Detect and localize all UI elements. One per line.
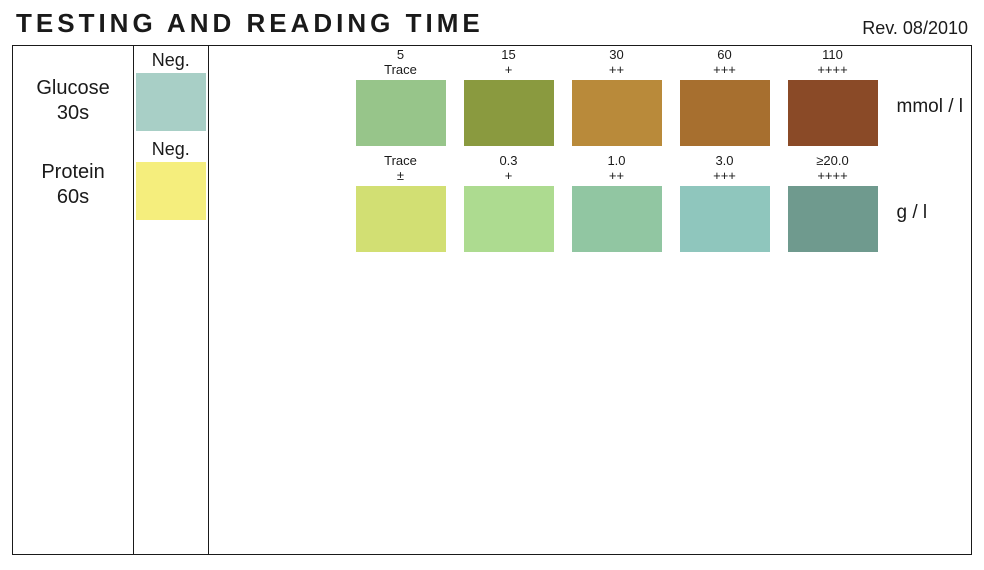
revision-text: Rev. 08/2010: [862, 18, 968, 39]
level-cell: 30++: [563, 50, 671, 146]
level-symbol: Trace: [347, 63, 455, 78]
level-labels: 30++: [563, 50, 671, 80]
level-cell: 15+: [455, 50, 563, 146]
analyte-time: 30s: [57, 102, 89, 124]
level-cell: 110++++: [779, 50, 887, 146]
scale-row-glucose: 5Trace15+30++60+++110++++ mmol / l: [217, 50, 964, 146]
level-symbol: ++: [563, 169, 671, 184]
level-labels: ≥20.0++++: [779, 156, 887, 186]
level-value: ≥20.0: [779, 154, 887, 169]
level-labels: 15+: [455, 50, 563, 80]
scale-column: 5Trace15+30++60+++110++++ mmol / l Trace…: [209, 46, 972, 554]
level-cell: 5Trace: [347, 50, 455, 146]
level-swatch: [572, 186, 662, 252]
level-symbol: +: [455, 169, 563, 184]
negative-block-protein: Neg.: [136, 139, 206, 220]
negative-swatch-glucose: [136, 73, 206, 131]
level-value: 3.0: [671, 154, 779, 169]
level-swatch: [464, 80, 554, 146]
level-cell: ≥20.0++++: [779, 156, 887, 252]
unit-glucose: mmol / l: [897, 78, 964, 118]
level-labels: 3.0+++: [671, 156, 779, 186]
scale-row-protein: Trace±0.3+1.0++3.0+++≥20.0++++ g / l: [217, 156, 964, 252]
unit-protein: g / l: [897, 184, 928, 224]
level-labels: 110++++: [779, 50, 887, 80]
level-swatch: [356, 186, 446, 252]
analyte-name: Protein: [41, 161, 104, 183]
scale-wrap: Trace±0.3+1.0++3.0+++≥20.0++++: [347, 156, 887, 252]
level-cell: Trace±: [347, 156, 455, 252]
level-labels: 0.3+: [455, 156, 563, 186]
analyte-label-column: Glucose 30s Protein 60s: [13, 46, 134, 554]
level-swatch: [680, 186, 770, 252]
level-value: 60: [671, 48, 779, 63]
analyte-time: 60s: [57, 186, 89, 208]
level-swatch: [788, 186, 878, 252]
negative-label: Neg.: [136, 50, 206, 71]
level-value: 5: [347, 48, 455, 63]
level-value: 110: [779, 48, 887, 63]
level-labels: 1.0++: [563, 156, 671, 186]
level-value: 30: [563, 48, 671, 63]
analyte-name: Glucose: [36, 77, 109, 99]
scale-wrap: 5Trace15+30++60+++110++++: [347, 50, 887, 146]
level-swatch: [356, 80, 446, 146]
level-value: 1.0: [563, 154, 671, 169]
page-title: TESTING AND READING TIME: [16, 8, 484, 39]
level-symbol: +: [455, 63, 563, 78]
negative-swatch-protein: [136, 162, 206, 220]
page: TESTING AND READING TIME Rev. 08/2010 Gl…: [0, 0, 984, 570]
level-cell: 60+++: [671, 50, 779, 146]
level-cell: 0.3+: [455, 156, 563, 252]
level-labels: 5Trace: [347, 50, 455, 80]
level-symbol: +++: [671, 63, 779, 78]
level-cell: 1.0++: [563, 156, 671, 252]
level-symbol: +++: [671, 169, 779, 184]
analyte-label-glucose: Glucose 30s: [13, 46, 133, 138]
level-swatch: [572, 80, 662, 146]
negative-block-glucose: Neg.: [136, 50, 206, 131]
level-cell: 3.0+++: [671, 156, 779, 252]
negative-column: Neg. Neg.: [134, 46, 208, 554]
level-value: Trace: [347, 154, 455, 169]
level-swatch: [464, 186, 554, 252]
level-swatch: [680, 80, 770, 146]
level-symbol: ++: [563, 63, 671, 78]
negative-label: Neg.: [136, 139, 206, 160]
level-swatch: [788, 80, 878, 146]
level-value: 15: [455, 48, 563, 63]
analyte-label-protein: Protein 60s: [13, 138, 133, 222]
level-labels: Trace±: [347, 156, 455, 186]
level-labels: 60+++: [671, 50, 779, 80]
level-value: 0.3: [455, 154, 563, 169]
chart-frame: Glucose 30s Protein 60s Neg. Neg. 5Trace…: [12, 45, 972, 555]
level-symbol: ++++: [779, 63, 887, 78]
level-symbol: ±: [347, 169, 455, 184]
level-symbol: ++++: [779, 169, 887, 184]
header-row: TESTING AND READING TIME Rev. 08/2010: [12, 8, 972, 45]
